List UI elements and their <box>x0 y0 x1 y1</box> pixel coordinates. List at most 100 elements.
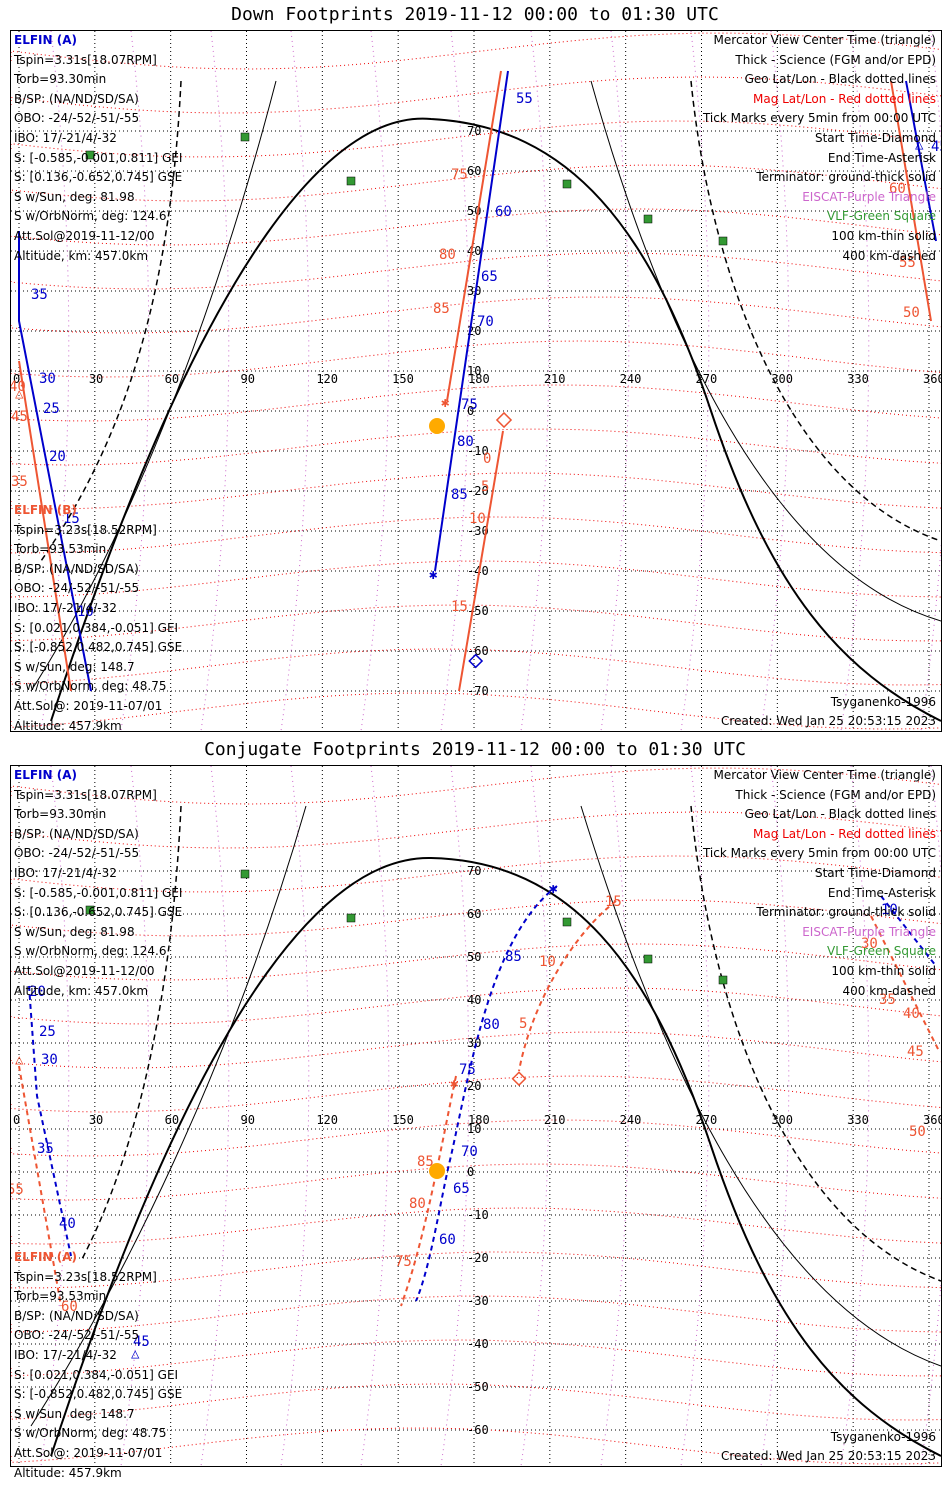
mag-lat-line <box>11 76 941 114</box>
lon-tick-label: 240 <box>620 1113 642 1127</box>
center-triangle-icon: △ <box>15 1052 24 1068</box>
elfin-b-tick-label: 60 <box>61 1299 78 1315</box>
mag-lat-line <box>11 648 941 686</box>
elfin-a-name: ELFIN (A) <box>14 33 77 47</box>
end-asterisk-icon: ✱ <box>441 395 450 411</box>
elfin-b-tick-label: 75 <box>395 1254 412 1270</box>
elfin-a-tick-label: 20 <box>29 984 46 1000</box>
mag-lon-line <box>680 31 710 731</box>
info-line: S: [0.021,0.384,-0.051] GEI <box>14 1367 179 1382</box>
lat-tick-label: 50 <box>467 950 481 964</box>
info-line: Torb=93.53min <box>14 1289 107 1304</box>
elfin-a-tick-label: 70 <box>477 314 494 330</box>
terminator-ground <box>50 117 941 722</box>
elfin-b-tick-label: 55 <box>899 255 916 271</box>
elfin-b-track-south <box>400 1075 457 1307</box>
elfin-b-track-west <box>18 1065 62 1307</box>
vlf-square-icon <box>643 954 653 964</box>
lon-tick-label: 60 <box>165 372 179 386</box>
mag-lon-line <box>680 766 710 1466</box>
info-line: Att.Sol@2019-11-12/00 <box>14 963 155 978</box>
mag-lon-line <box>520 766 550 1466</box>
legend-item: 100 km-thin solid <box>831 963 936 978</box>
lat-tick-label: -10 <box>467 1208 489 1222</box>
elfin-a-tick-label: 60 <box>439 1232 456 1248</box>
elfin-a-tick-label: 75 <box>459 1062 476 1078</box>
panel-title-down: Down Footprints 2019-11-12 00:00 to 01:3… <box>231 4 719 25</box>
elfin-a-tick-label: 75 <box>461 397 478 413</box>
lat-tick-label: -50 <box>467 1380 489 1394</box>
info-line: B/SP: (NA/ND/SD/SA) <box>14 826 139 841</box>
info-line: S: [0.136,-0.652,0.745] GSE <box>14 170 183 185</box>
mag-lon-line <box>120 31 150 731</box>
elfin-b-tick-label: 35 <box>879 992 896 1008</box>
lat-tick-label: 70 <box>467 864 481 878</box>
lon-tick-label: 180 <box>468 372 490 386</box>
mag-lat-line <box>11 1383 941 1421</box>
elfin-b-tick-label: 50 <box>909 1124 926 1140</box>
lon-tick-label: 210 <box>544 1113 566 1127</box>
elfin-a-tick-label: 25 <box>39 1024 56 1040</box>
lon-tick-label: 210 <box>544 372 566 386</box>
mag-lat-line <box>11 811 941 849</box>
terminator-400km <box>690 80 941 542</box>
elfin-a-track <box>415 885 558 1302</box>
info-line: Tspin=3.23s[18.52RPM] <box>14 522 157 537</box>
elfin-a-tick-label: 85 <box>451 487 468 503</box>
legend-down: Mercator View Center Time (triangle) Thi… <box>703 31 936 266</box>
vlf-square-icon <box>718 236 728 246</box>
center-triangle-icon: △ <box>131 1346 140 1362</box>
elfin-b-tick-label: 5 <box>481 479 489 495</box>
elfin-b-tick-label: 60 <box>889 181 906 197</box>
elfin-b-name: ELFIN (B) <box>14 503 77 517</box>
lon-tick-label: 120 <box>316 1113 338 1127</box>
lat-tick-label: -30 <box>467 524 489 538</box>
lon-tick-label: 90 <box>241 1113 255 1127</box>
info-line: Torb=93.30min <box>14 807 107 822</box>
created-label-conjugate: Created: Wed Jan 25 20:53:15 2023 <box>721 1449 936 1463</box>
elfin-a-tick-label: 30 <box>41 1052 58 1068</box>
elfin-b-tick-label: 85 <box>433 301 450 317</box>
lon-tick-label: 120 <box>316 372 338 386</box>
mag-lon-line <box>280 31 310 731</box>
lat-tick-label: -60 <box>467 644 489 658</box>
vlf-square-icon <box>643 214 653 224</box>
legend-item: Terminator: ground-thick solid <box>756 905 936 920</box>
info-line: S w/OrbNorm, deg: 124.6 <box>14 944 167 959</box>
legend-item: Mercator View Center Time (triangle) <box>713 33 936 47</box>
info-line: S w/OrbNorm, deg: 48.75 <box>14 1426 167 1441</box>
elfin-a-tick-label: 45 <box>133 1334 150 1350</box>
elfin-b-tick-label: 0 <box>483 451 491 467</box>
panel-title-conjugate: Conjugate Footprints 2019-11-12 00:00 to… <box>204 739 746 760</box>
elfin-a-tick-label: 15 <box>63 511 80 527</box>
mag-lat-line <box>11 120 941 158</box>
start-diamond-icon <box>468 653 484 669</box>
lon-tick-label: 360 <box>923 1113 941 1127</box>
mag-lat-line <box>11 767 941 805</box>
elfin-b-track-east <box>870 915 940 1052</box>
elfin-b-tick-label: 75 <box>451 167 468 183</box>
elfin-a-track <box>434 70 509 572</box>
legend-item: 400 km-dashed <box>842 983 936 998</box>
mag-lat-line <box>11 943 941 981</box>
mag-lon-line <box>200 31 230 731</box>
elfin-a-track-west <box>18 231 92 692</box>
elfin-a-tick-label: 80 <box>483 1017 500 1033</box>
end-asterisk-icon: ✱ <box>450 1076 459 1092</box>
elfin-a-tick-label: 10 <box>881 902 898 918</box>
terminator-100km <box>590 80 941 622</box>
info-line: Altitude, km: 457.0km <box>14 248 149 263</box>
lat-tick-label: -60 <box>467 1423 489 1437</box>
legend-item: Mag Lat/Lon - Red dotted lines <box>752 91 936 106</box>
model-label-down: Tsyganenko-1996 <box>830 695 936 709</box>
elfin-a-tick-label: 35 <box>37 1141 54 1157</box>
lat-tick-label: -40 <box>467 564 489 578</box>
elfin-b-info-conjugate: ELFIN (A) Tspin=3.23s[18.52RPM] Torb=93.… <box>14 1248 182 1483</box>
info-line: S: [-0.585,-0.001,0.811] GEI <box>14 150 183 165</box>
elfin-b-tick-label: 45 <box>907 1044 924 1060</box>
mag-lon-line <box>840 31 870 731</box>
elfin-a-tick-label: 40 <box>59 1216 76 1232</box>
vlf-square-icon <box>240 132 250 142</box>
info-line: S w/OrbNorm, deg: 124.6 <box>14 209 167 224</box>
elfin-a-tick-label: 85 <box>505 949 522 965</box>
